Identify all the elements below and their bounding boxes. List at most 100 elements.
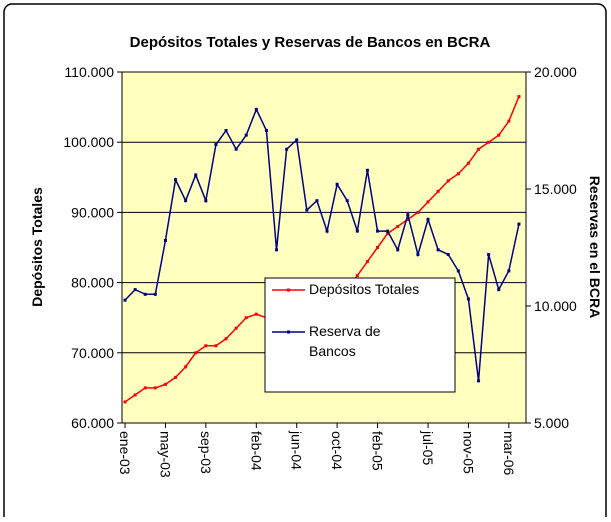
series-marker bbox=[204, 199, 208, 203]
series-marker bbox=[517, 95, 521, 99]
series-marker bbox=[487, 253, 491, 257]
series-marker bbox=[446, 179, 450, 183]
series-marker bbox=[214, 344, 218, 348]
series-marker bbox=[325, 229, 329, 233]
series-marker bbox=[436, 189, 440, 193]
legend-label: Depósitos Totales bbox=[309, 281, 420, 297]
legend-marker bbox=[287, 330, 290, 334]
series-marker bbox=[517, 222, 521, 226]
series-marker bbox=[436, 248, 440, 252]
series-line bbox=[124, 107, 520, 381]
y2-tick-label: 15.000 bbox=[534, 181, 577, 197]
series-marker bbox=[355, 274, 359, 278]
legend-label-box: Reserva de Bancos bbox=[309, 323, 381, 359]
x-tick-label: oct-04 bbox=[329, 431, 345, 470]
series-marker bbox=[234, 147, 238, 151]
series-marker bbox=[386, 231, 390, 235]
y-tick-label: 70.000 bbox=[71, 345, 114, 361]
series-marker bbox=[244, 316, 248, 320]
series-marker bbox=[254, 312, 258, 316]
series-marker bbox=[426, 200, 430, 204]
series-marker bbox=[507, 269, 511, 273]
series-marker bbox=[406, 217, 410, 221]
series-marker bbox=[477, 147, 481, 151]
series-marker bbox=[315, 199, 319, 203]
x-tick-label: nov-05 bbox=[460, 431, 476, 474]
series-marker bbox=[426, 217, 430, 221]
series-marker bbox=[254, 107, 258, 111]
series-marker bbox=[143, 292, 147, 296]
series-marker bbox=[163, 382, 167, 386]
series-marker bbox=[396, 248, 400, 252]
x-tick-label: feb-05 bbox=[370, 431, 386, 471]
series-marker bbox=[497, 133, 501, 137]
x-tick-label: feb-04 bbox=[248, 431, 264, 471]
series-marker bbox=[174, 178, 178, 182]
x-tick-label: may-03 bbox=[157, 431, 173, 478]
series-marker bbox=[466, 297, 470, 301]
series-marker bbox=[143, 386, 147, 390]
series-marker bbox=[184, 365, 188, 369]
series-marker bbox=[416, 253, 420, 257]
x-tick-label: jul-05 bbox=[420, 430, 436, 465]
series-marker bbox=[153, 386, 157, 390]
y2-tick-label: 5.000 bbox=[534, 415, 569, 431]
series-marker bbox=[264, 129, 268, 132]
y2-tick-label: 20.000 bbox=[534, 64, 577, 80]
series-marker bbox=[416, 210, 420, 214]
series-marker bbox=[396, 224, 400, 228]
series-marker bbox=[285, 147, 289, 151]
series-marker bbox=[466, 161, 470, 165]
series-marker bbox=[446, 253, 450, 257]
y-tick-label: 110.000 bbox=[64, 64, 114, 80]
series-marker bbox=[335, 182, 339, 186]
series-marker bbox=[194, 173, 198, 177]
series-marker bbox=[194, 351, 198, 355]
y-tick-label: 100.000 bbox=[63, 134, 114, 150]
series-marker bbox=[133, 288, 137, 292]
series-marker bbox=[365, 168, 369, 172]
series-marker bbox=[507, 119, 511, 123]
series-marker bbox=[153, 292, 157, 296]
series-marker bbox=[275, 248, 279, 252]
series-marker bbox=[386, 229, 390, 233]
series-marker bbox=[163, 238, 167, 242]
series-marker bbox=[305, 208, 309, 212]
series-marker bbox=[406, 213, 410, 217]
series-marker bbox=[133, 393, 137, 397]
series-marker bbox=[365, 260, 369, 264]
series-marker bbox=[204, 344, 208, 348]
series-marker bbox=[214, 143, 218, 147]
series-marker bbox=[244, 133, 248, 137]
x-tick-label: jun-04 bbox=[289, 430, 305, 470]
series-marker bbox=[295, 138, 299, 142]
series-marker bbox=[456, 172, 460, 176]
series-marker bbox=[355, 229, 359, 233]
series-marker bbox=[376, 246, 380, 249]
legend-marker bbox=[287, 288, 290, 292]
series-marker bbox=[456, 269, 460, 273]
series-marker bbox=[224, 337, 228, 341]
series-marker bbox=[174, 375, 178, 379]
series-marker bbox=[477, 379, 481, 383]
series-marker bbox=[376, 229, 380, 233]
x-tick-label: sep-03 bbox=[198, 431, 214, 474]
chart-title: Depósitos Totales y Reservas de Bancos e… bbox=[130, 34, 491, 51]
series-marker bbox=[224, 129, 228, 132]
series-marker bbox=[487, 140, 491, 144]
y2-axis-title: Reservas en el BCRA bbox=[587, 176, 603, 318]
series-marker bbox=[234, 326, 238, 330]
x-tick-label: ene-03 bbox=[117, 431, 133, 475]
y-axis-title: Depósitos Totales bbox=[29, 187, 45, 307]
series-marker bbox=[123, 298, 127, 302]
y2-tick-label: 10.000 bbox=[534, 298, 577, 314]
series-marker bbox=[345, 199, 349, 203]
legend-box bbox=[264, 277, 456, 393]
series-marker bbox=[497, 288, 501, 292]
series-marker bbox=[184, 199, 188, 203]
y-tick-label: 80.000 bbox=[71, 275, 114, 291]
y-tick-label: 60.000 bbox=[71, 415, 114, 431]
series-marker bbox=[123, 400, 127, 404]
x-tick-label: mar-06 bbox=[501, 431, 517, 476]
